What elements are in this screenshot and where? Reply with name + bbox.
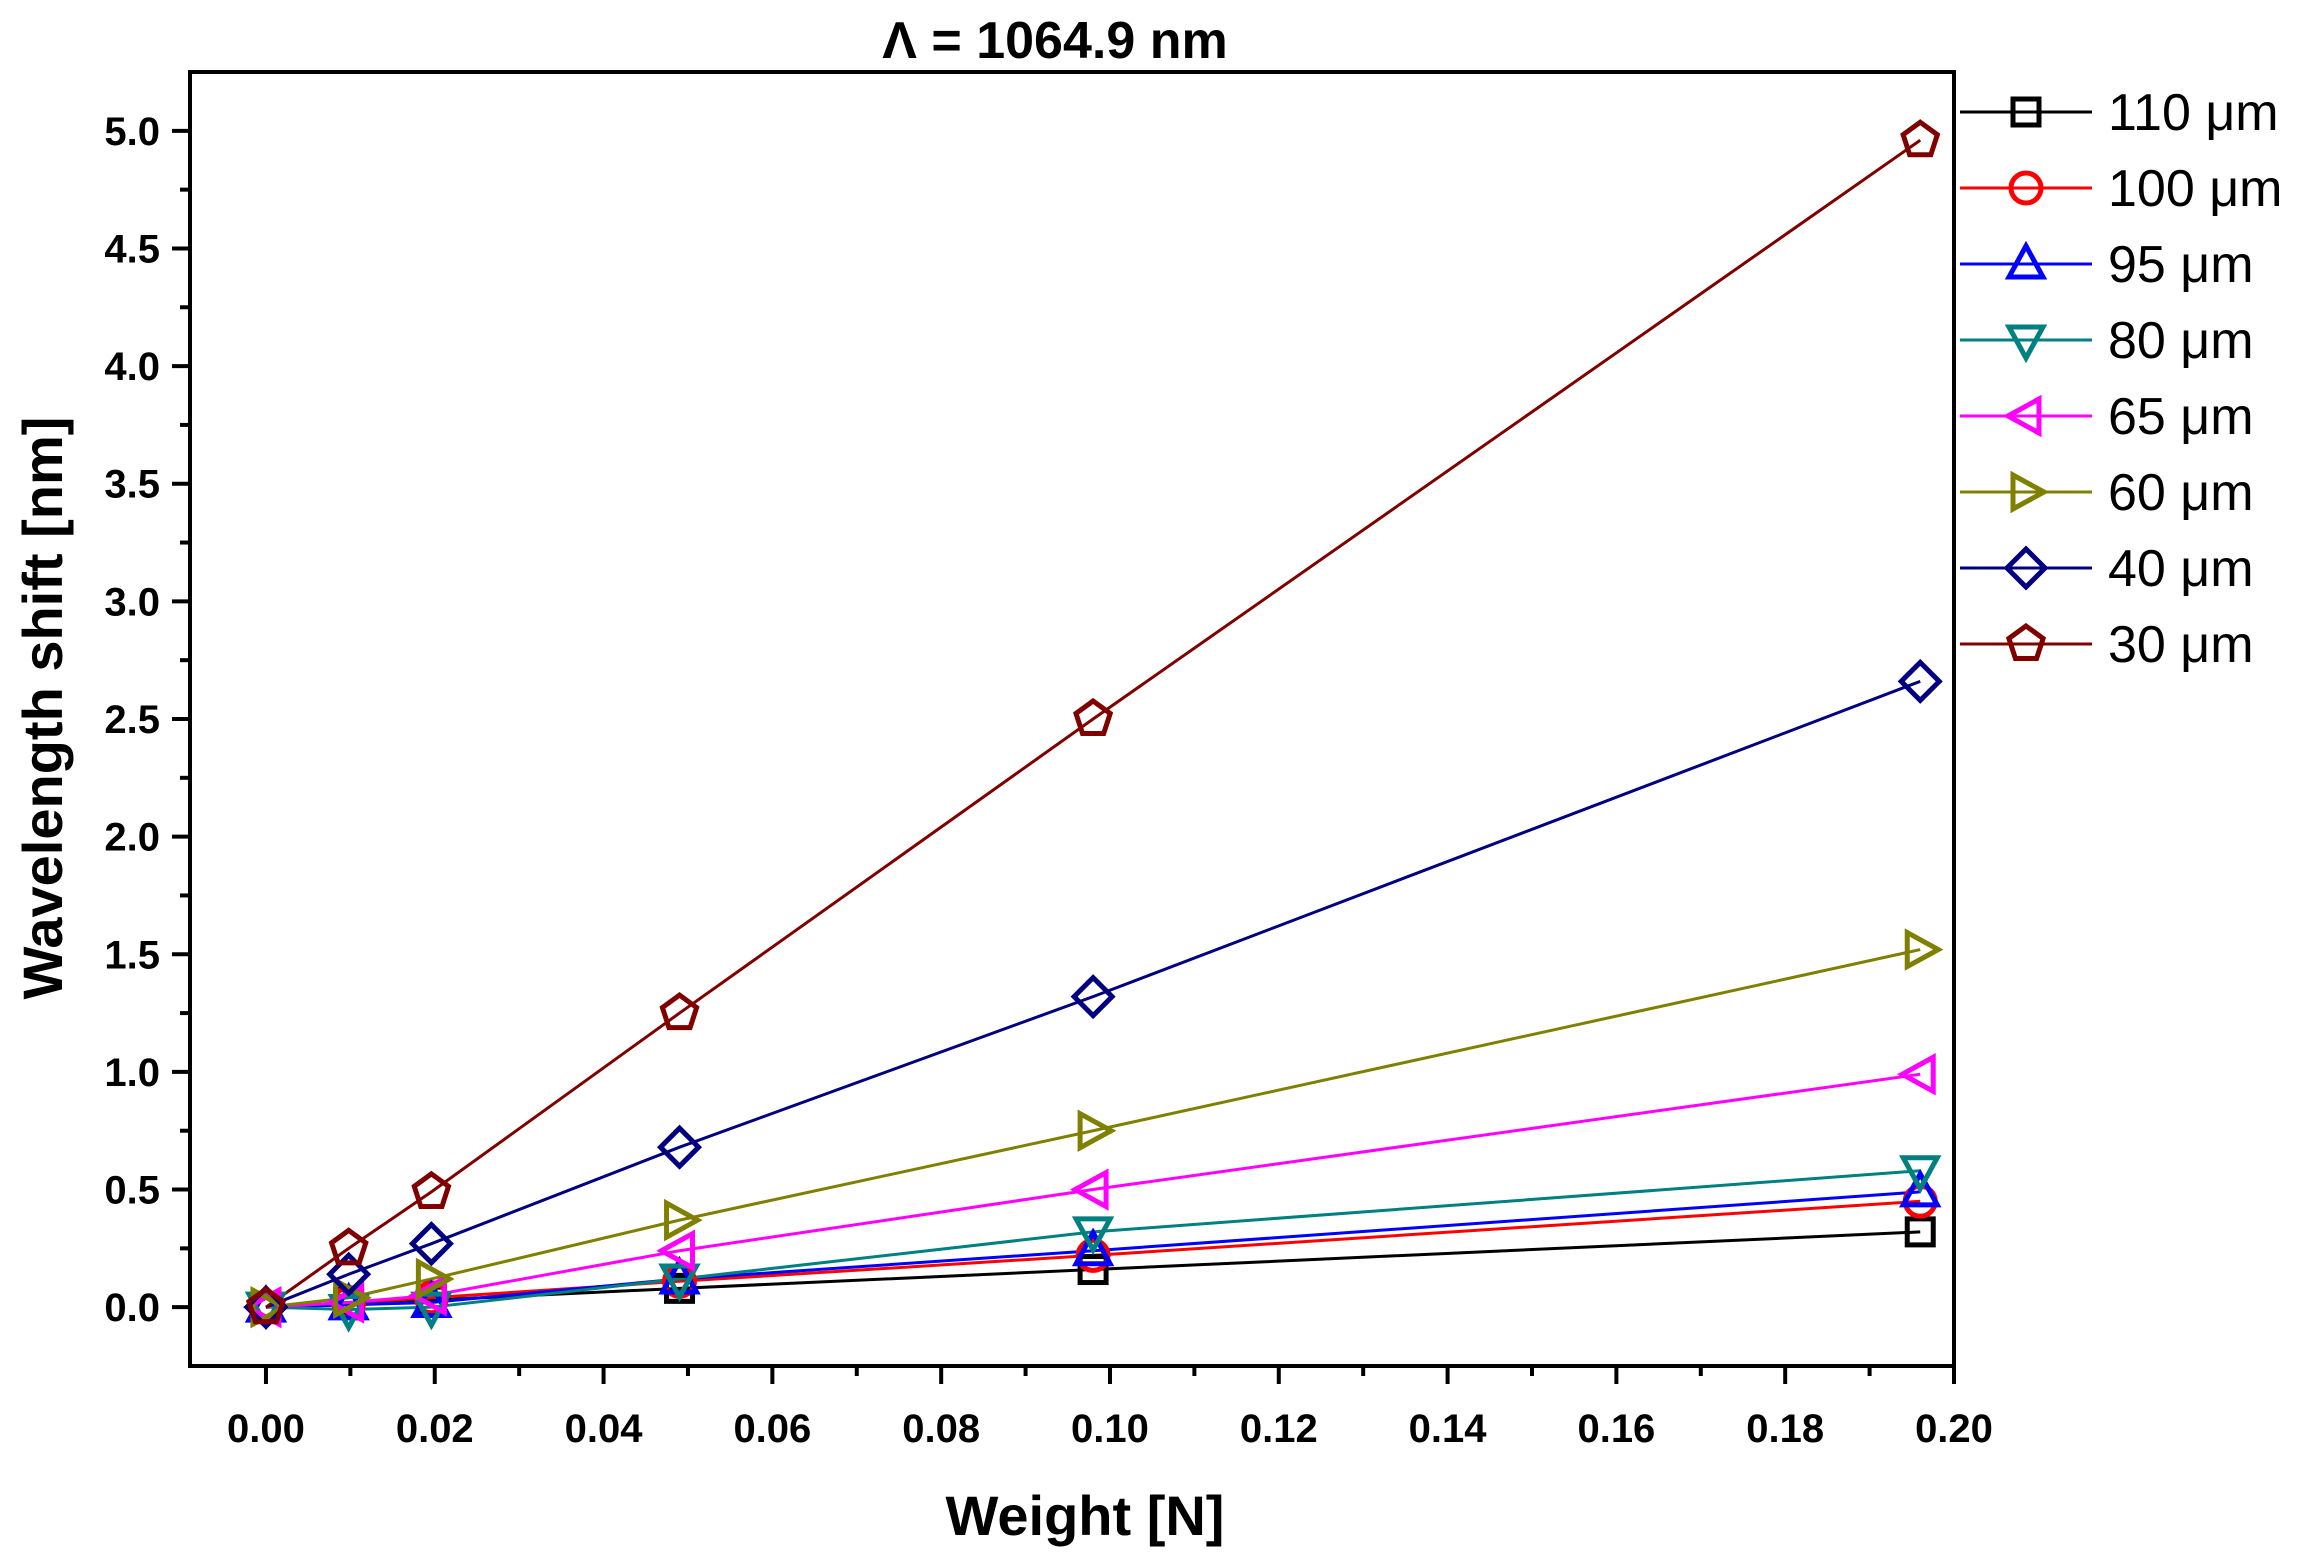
series-lines	[265, 139, 1922, 1312]
data-point-6-3	[656, 1124, 703, 1170]
data-point-3-5	[1899, 1155, 1942, 1194]
legend-item: 65 μm	[1960, 388, 2254, 446]
legend-item: 80 μm	[1960, 312, 2254, 370]
x-tick-label: 0.08	[902, 1407, 980, 1451]
data-point-6-4	[1070, 974, 1116, 1020]
x-tick-label: 0.04	[565, 1407, 644, 1451]
data-point-7-5	[1900, 119, 1941, 158]
series-line-6	[265, 679, 1921, 1309]
x-axis-title: Weight [N]	[946, 1484, 1225, 1547]
x-tick-label: 0.10	[1071, 1407, 1149, 1451]
legend-label: 30 μm	[2108, 616, 2254, 674]
x-tick-label: 0.00	[227, 1407, 305, 1451]
y-tick-label: 0.5	[104, 1169, 160, 1213]
legend-item: 30 μm	[1960, 616, 2254, 674]
plot-frame	[188, 70, 1956, 1368]
y-axis-title: Wavelength shift [nm]	[11, 417, 74, 1000]
data-point-7-1	[328, 1227, 369, 1266]
legend-label: 110 μm	[2108, 84, 2279, 142]
legend-marker	[2010, 96, 2042, 128]
data-point-4-2	[408, 1274, 447, 1317]
x-tick-label: 0.02	[396, 1407, 474, 1451]
data-point-7-2	[411, 1170, 452, 1209]
data-point-6-5	[1897, 658, 1943, 704]
data-point-3-3	[658, 1263, 701, 1303]
y-tick-label: 5.0	[104, 110, 160, 154]
y-tick-label: 1.0	[104, 1051, 160, 1095]
y-tick-label: 4.0	[104, 345, 160, 389]
legend-item: 40 μm	[1960, 540, 2254, 598]
legend-item: 110 μm	[1960, 84, 2279, 142]
data-point-7-0	[245, 1286, 287, 1325]
data-point-5-3	[664, 1198, 703, 1242]
x-tick-label: 0.06	[733, 1407, 811, 1451]
y-tick-label: 1.5	[104, 933, 160, 977]
x-tick-label: 0.14	[1409, 1407, 1488, 1451]
data-point-0-4	[1077, 1254, 1109, 1286]
data-point-0-5	[1904, 1216, 1936, 1248]
legend-marker	[2010, 470, 2050, 514]
legend-marker	[2004, 240, 2048, 280]
data-point-4-3	[656, 1229, 696, 1272]
legend-marker	[2004, 324, 2048, 364]
legend-label: 40 μm	[2108, 540, 2254, 598]
y-tick-label: 3.0	[104, 580, 160, 624]
legend-label: 65 μm	[2108, 388, 2254, 446]
legend-marker	[2005, 622, 2047, 662]
data-point-5-4	[1077, 1109, 1117, 1152]
axis-ticks: 0.00 0.02 0.04 0.06 0.08 0.10 0.12 0.14 0.16 0.18…	[104, 110, 1993, 1451]
legend-marker	[2003, 545, 2049, 591]
y-tick-label: 2.5	[104, 698, 160, 742]
x-tick-label: 0.16	[1577, 1407, 1655, 1451]
legend-item: 60 μm	[1960, 464, 2254, 522]
y-tick-label: 2.0	[104, 816, 160, 860]
legend-label: 95 μm	[2108, 236, 2254, 294]
data-point-3-4	[1071, 1216, 1115, 1256]
legend-marker	[2008, 170, 2044, 206]
x-tick-label: 0.20	[1915, 1407, 1993, 1451]
x-tick-label: 0.12	[1240, 1407, 1318, 1451]
y-tick-label: 4.5	[104, 227, 160, 271]
legend-label: 80 μm	[2108, 312, 2254, 370]
data-point-7-3	[659, 992, 700, 1031]
data-point-4-4	[1069, 1168, 1109, 1211]
data-point-6-1	[326, 1251, 372, 1297]
legend-marker	[2002, 394, 2042, 438]
legend-item: 95 μm	[1960, 236, 2254, 294]
y-tick-label: 3.5	[104, 463, 160, 507]
x-tick-label: 0.18	[1746, 1407, 1824, 1451]
series-markers	[242, 119, 1944, 1333]
legend: 110 μm 100 μm 95 μm 80 μm 65 μm 60 μm 40 μm 30 …	[1960, 84, 2282, 674]
data-point-5-5	[1904, 928, 1944, 971]
legend-item: 100 μm	[1960, 160, 2282, 218]
y-tick-label: 0.0	[104, 1286, 160, 1330]
data-point-7-4	[1073, 697, 1114, 737]
data-point-4-5	[1897, 1053, 1936, 1096]
data-point-6-2	[408, 1221, 454, 1267]
legend-label: 60 μm	[2108, 464, 2254, 522]
chart-title: Λ = 1064.9 nm	[882, 12, 1227, 70]
data-point-2-5	[1899, 1168, 1942, 1208]
data-point-2-4	[1071, 1227, 1115, 1267]
legend-label: 100 μm	[2108, 160, 2282, 218]
data-point-5-2	[415, 1257, 455, 1301]
